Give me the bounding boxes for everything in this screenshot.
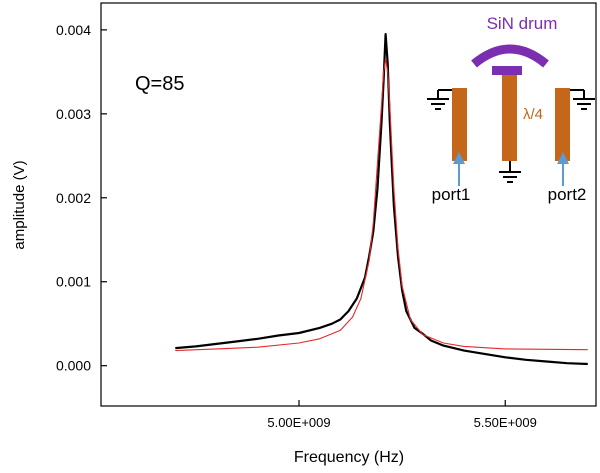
x-tick-label: 5.50E+009 bbox=[474, 415, 537, 430]
arrow-up-icon bbox=[557, 152, 569, 186]
y-tick-label: 0.004 bbox=[56, 22, 91, 38]
drum-label: SiN drum bbox=[487, 14, 558, 33]
measured-curve bbox=[175, 32, 588, 366]
x-tick-label: 5.00E+009 bbox=[267, 415, 330, 430]
port2-label: port2 bbox=[548, 185, 587, 204]
x-axis-label: Frequency (Hz) bbox=[294, 449, 404, 466]
q-factor-label: Q=85 bbox=[135, 73, 184, 95]
y-tick-label: 0.000 bbox=[56, 358, 91, 374]
resonator-left bbox=[452, 88, 467, 161]
ground-icon bbox=[499, 161, 521, 183]
y-axis-ticks: 0.000 0.001 0.002 0.003 0.004 bbox=[56, 22, 107, 374]
ground-icon bbox=[570, 89, 595, 110]
ground-icon bbox=[427, 89, 452, 110]
y-tick-label: 0.002 bbox=[56, 190, 91, 206]
resonator-right bbox=[555, 88, 570, 161]
resonator-center bbox=[502, 75, 517, 161]
x-axis-ticks: 5.00E+009 5.50E+009 bbox=[267, 400, 537, 430]
y-axis-label: amplitude (V) bbox=[11, 160, 28, 249]
y-tick-label: 0.003 bbox=[56, 106, 91, 122]
wavelength-label: λ/4 bbox=[523, 106, 543, 123]
fit-curve bbox=[175, 58, 588, 352]
drum-membrane bbox=[492, 66, 522, 75]
y-tick-label: 0.001 bbox=[56, 274, 91, 290]
circuit-inset: SiN drum λ/4 bbox=[427, 14, 595, 204]
series-layer bbox=[175, 32, 588, 366]
arrow-up-icon bbox=[453, 152, 465, 186]
port1-label: port1 bbox=[432, 185, 471, 204]
drum-arc-icon bbox=[471, 44, 549, 68]
plot-frame bbox=[100, 2, 597, 407]
